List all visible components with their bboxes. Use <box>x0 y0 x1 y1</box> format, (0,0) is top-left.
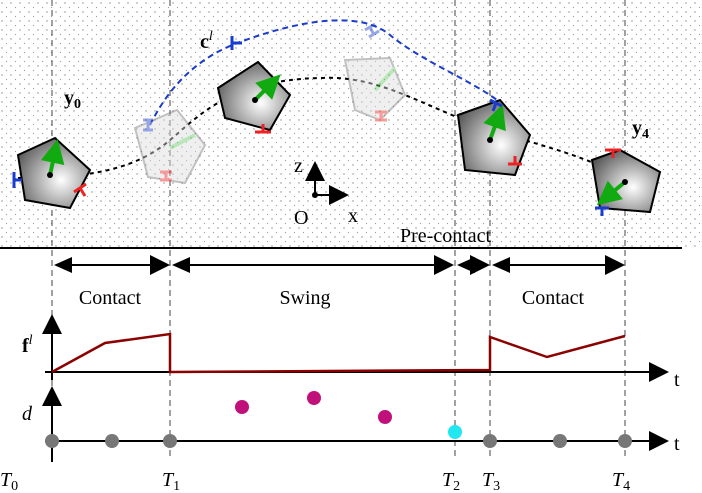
force-profile <box>51 332 626 374</box>
label-part: T <box>442 469 455 491</box>
shape <box>364 22 380 39</box>
shape <box>605 148 621 158</box>
contact-dots <box>45 434 632 448</box>
label-fl: fl <box>22 333 33 357</box>
time-lines <box>51 0 626 460</box>
shape <box>618 434 632 448</box>
shape <box>47 172 53 178</box>
background <box>0 0 702 248</box>
shape <box>45 434 59 448</box>
label-part: T <box>162 469 175 491</box>
shape <box>375 110 387 122</box>
shape: T1 <box>162 469 180 493</box>
label-part: y <box>632 117 642 139</box>
shape: T2 <box>442 469 460 493</box>
label-t: t <box>674 433 680 455</box>
shape <box>230 36 242 50</box>
label-t: t <box>674 369 680 391</box>
label-part: 1 <box>173 479 180 493</box>
shape <box>40 139 65 176</box>
frame <box>305 161 349 205</box>
shape <box>622 179 628 185</box>
phase-label: Swing <box>279 287 330 309</box>
phase-label: Contact <box>79 287 142 309</box>
shape <box>373 66 397 92</box>
shape <box>378 410 392 424</box>
label-part: 0 <box>11 479 18 493</box>
label-part: y <box>64 87 74 109</box>
label-part: 4 <box>642 127 649 142</box>
limb-path <box>149 19 498 126</box>
shape <box>235 400 249 414</box>
shape <box>312 192 318 198</box>
shape <box>163 434 177 448</box>
shape <box>595 206 609 216</box>
label-y4: y4 <box>632 117 649 142</box>
shape <box>160 170 172 182</box>
shape: T3 <box>482 469 500 493</box>
shape <box>508 156 522 166</box>
shape <box>553 434 567 448</box>
label-origin: O <box>294 207 308 229</box>
normals <box>40 74 627 206</box>
label-part: 4 <box>623 479 630 493</box>
shape <box>483 104 506 141</box>
shape: T0 <box>0 469 18 493</box>
ghosts <box>133 22 407 185</box>
trajectory <box>17 76 626 181</box>
label-part: l <box>209 29 213 44</box>
label-cl: cl <box>200 29 213 53</box>
label-part: 2 <box>453 479 460 493</box>
shape <box>487 137 493 143</box>
shape <box>255 124 271 134</box>
centers <box>47 97 628 185</box>
shape <box>253 74 281 102</box>
swing-dots <box>235 391 392 424</box>
label-part: T <box>0 469 13 491</box>
label-x: x <box>348 205 358 227</box>
shape <box>489 98 503 112</box>
shape <box>143 118 153 132</box>
label-pre-contact: Pre-contact <box>400 225 492 247</box>
phase-label: Contact <box>522 287 585 309</box>
shape <box>105 434 119 448</box>
shape <box>483 434 497 448</box>
label-part: f <box>22 335 29 357</box>
red-feet <box>73 124 621 197</box>
blue-feet <box>12 36 609 216</box>
shape <box>307 391 321 405</box>
label-part: l <box>29 333 33 348</box>
label-y0: y0 <box>64 87 81 112</box>
time-labels: T0 T1 T2 T3 T4 <box>0 469 630 493</box>
shape <box>169 133 196 150</box>
label-z: z <box>294 155 303 177</box>
shape <box>252 97 258 103</box>
label-d: d <box>22 403 33 425</box>
shape: T4 <box>612 469 630 493</box>
shape <box>596 180 627 206</box>
shape <box>73 182 87 197</box>
label-part: T <box>482 469 495 491</box>
shape <box>12 172 22 188</box>
label-part: c <box>200 31 209 53</box>
label-part: 3 <box>493 479 500 493</box>
shape <box>133 108 207 185</box>
label-part: 0 <box>74 97 81 112</box>
label-part: T <box>612 469 625 491</box>
shape <box>343 56 407 122</box>
pre-contact-dot <box>448 425 462 439</box>
